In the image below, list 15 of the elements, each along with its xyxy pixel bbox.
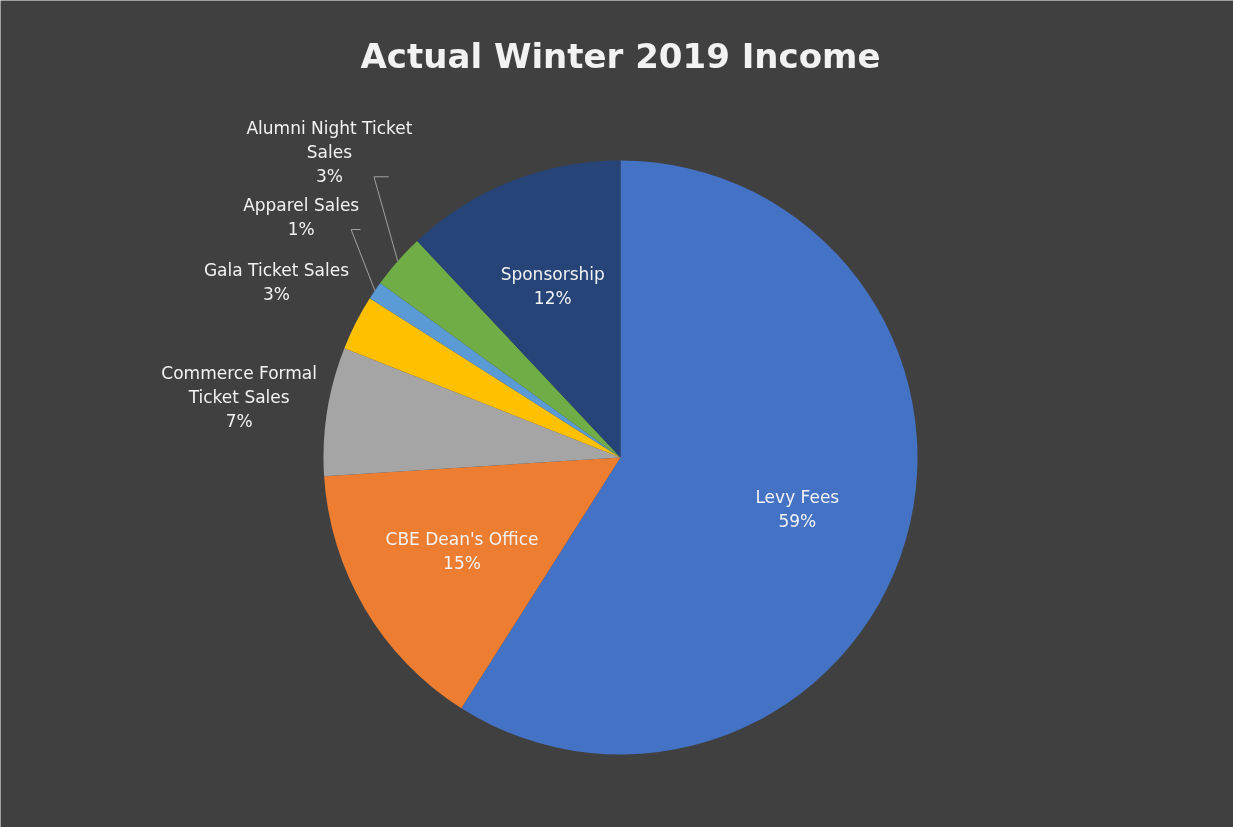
slice-label: Commerce Formal Ticket Sales — [161, 363, 317, 408]
slice-label: Levy Fees — [755, 486, 840, 507]
slice-label: Apparel Sales — [243, 194, 360, 215]
chart-title: Actual Winter 2019 Income — [360, 35, 881, 76]
slice-label: Sponsorship — [500, 264, 605, 285]
slice-label: CBE Dean's Office — [385, 529, 539, 550]
data-label: 59% — [778, 510, 817, 531]
data-label: 15% — [443, 553, 481, 574]
data-label: 12% — [533, 288, 572, 309]
data-label: 3% — [263, 284, 290, 305]
slice-label: Alumni Night Ticket Sales — [246, 117, 413, 162]
data-label: 3% — [315, 165, 343, 186]
data-label: 1% — [287, 218, 315, 239]
slice-label: Gala Ticket Sales — [203, 260, 350, 281]
data-label: 7% — [225, 411, 253, 432]
